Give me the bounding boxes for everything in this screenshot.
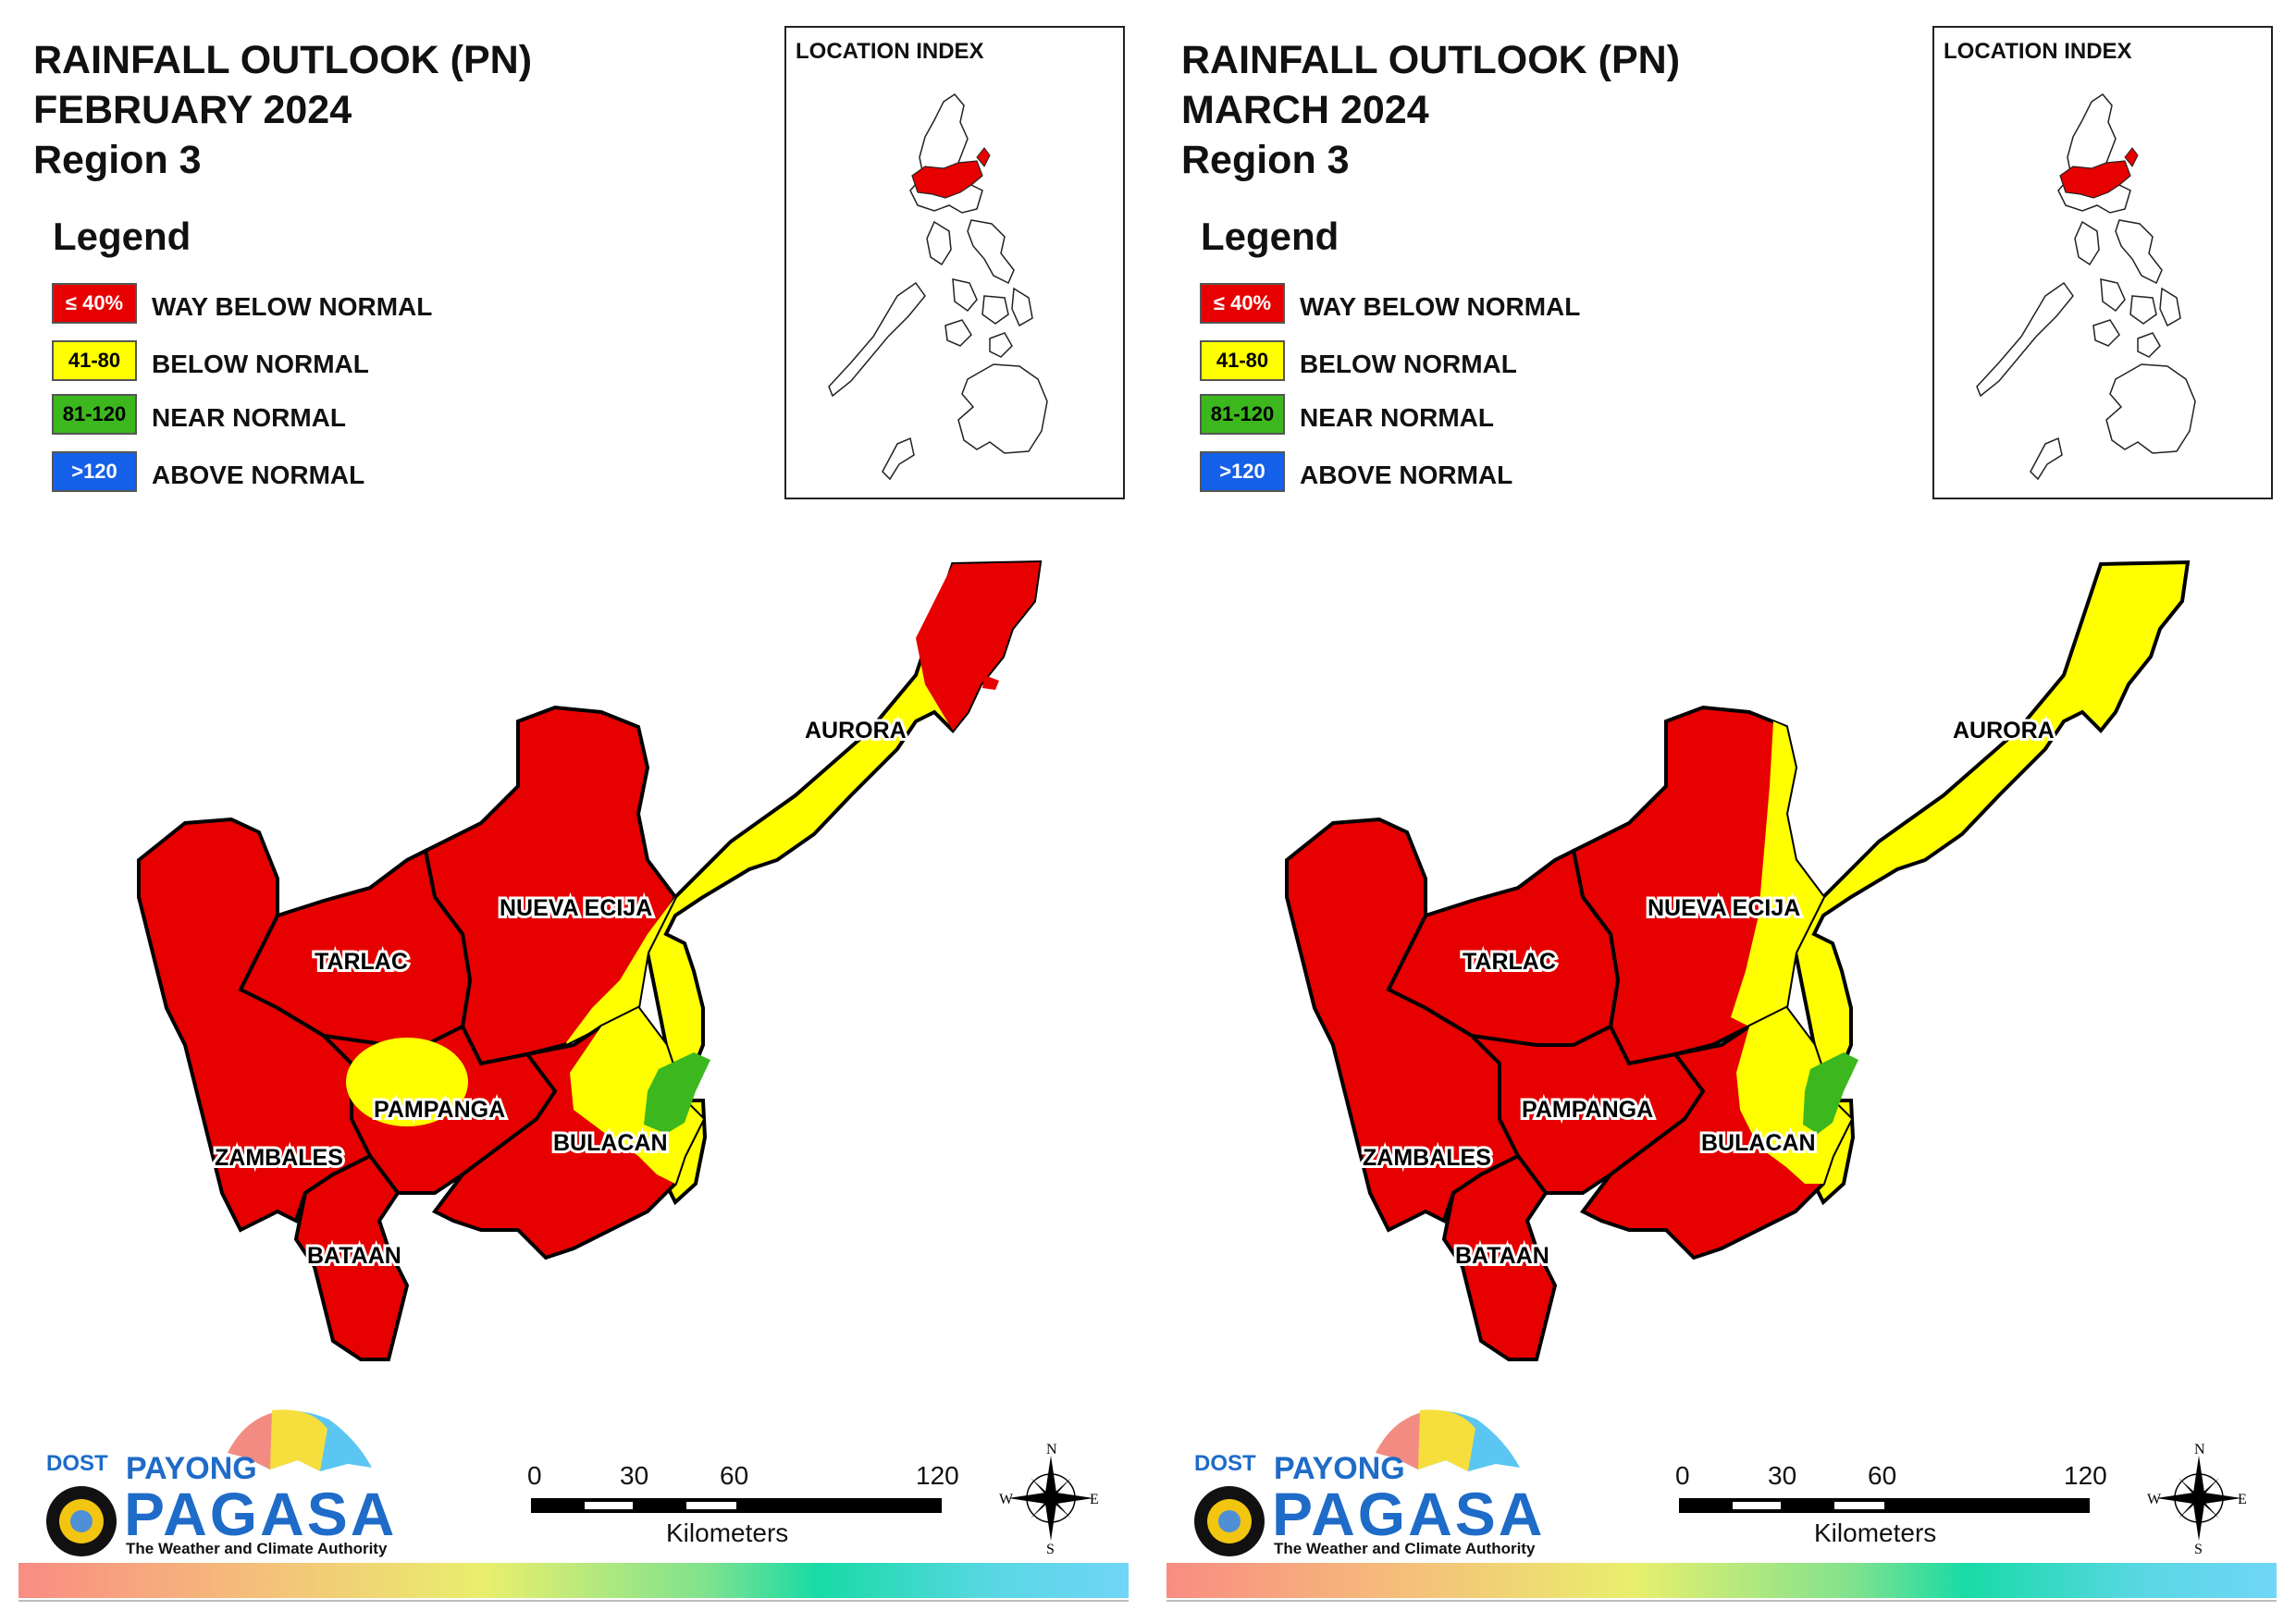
legend-label: BELOW NORMAL — [1300, 350, 1517, 378]
pampanga-below-normal-zone — [346, 1038, 468, 1126]
compass-rose-graphic: N S W E — [2147, 1443, 2247, 1554]
province-label-zambales: ZAMBALES — [1363, 1145, 1491, 1171]
scale-tick-label: 0 — [1675, 1461, 1690, 1490]
province-bataan-shape — [293, 1153, 410, 1361]
legend-title: Legend — [1201, 215, 1339, 258]
province-label-pampanga: PAMPANGA — [1522, 1097, 1653, 1123]
province-label-pampanga: PAMPANGA — [374, 1097, 505, 1123]
province-label-bataan: BATAAN — [1455, 1243, 1549, 1269]
pagasa-label: PAGASA — [124, 1480, 398, 1548]
payong-pagasa-logo: DOST PAYONG PAGASA The Weather and Clima… — [1181, 1392, 1542, 1563]
legend-title: Legend — [53, 215, 191, 258]
scale-tick-label: 30 — [1768, 1461, 1797, 1490]
title-region: Region 3 — [33, 138, 202, 182]
payong-label: PAYONG — [1274, 1451, 1405, 1486]
location-index-inset: LOCATION INDEX — [784, 26, 1125, 499]
pagasa-tagline: The Weather and Climate Authority — [1274, 1540, 1536, 1557]
scale-bar: 0 30 60 120 Kilometers — [1675, 1461, 2138, 1563]
scale-tick-label: 30 — [620, 1461, 649, 1490]
philippines-outline-map — [1976, 93, 2196, 481]
map-title: RAINFALL OUTLOOK (PN) FEBRUARY 2024 Regi… — [33, 35, 532, 185]
footer-divider — [19, 1600, 1129, 1602]
compass-west: W — [2147, 1492, 2162, 1507]
province-label-bulacan: BULACAN — [1701, 1130, 1816, 1156]
legend-label: WAY BELOW NORMAL — [1300, 292, 1581, 321]
legend-swatch: 41-80 — [52, 340, 137, 381]
legend-label: NEAR NORMAL — [1300, 403, 1494, 432]
bulacan-near-normal-zone — [644, 1052, 710, 1134]
legend-label: NEAR NORMAL — [152, 403, 346, 432]
province-label-nueva-ecija: NUEVA ECIJA — [1648, 895, 1800, 921]
province-label-tarlac: TARLAC — [315, 949, 408, 975]
location-index-inset: LOCATION INDEX — [1932, 26, 2273, 499]
scale-bar-graphic — [1679, 1498, 2090, 1513]
legend-swatch: 81-120 — [52, 394, 137, 435]
outlook-panel-february: RAINFALL OUTLOOK (PN) FEBRUARY 2024 Regi… — [19, 26, 1129, 1602]
compass-rose-icon: N S W E — [999, 1443, 1101, 1554]
scale-tick-label: 0 — [527, 1461, 542, 1490]
scale-bar: 0 30 60 120 Kilometers — [527, 1461, 990, 1563]
compass-east: E — [2238, 1492, 2247, 1507]
province-label-tarlac: TARLAC — [1463, 949, 1556, 975]
pagasa-label: PAGASA — [1272, 1480, 1546, 1548]
pagasa-tagline: The Weather and Climate Authority — [126, 1540, 388, 1557]
compass-south: S — [2194, 1542, 2203, 1554]
scale-unit-label: Kilometers — [666, 1518, 789, 1547]
scale-unit-label: Kilometers — [1814, 1518, 1937, 1547]
payong-pagasa-logo: DOST PAYONG PAGASA The Weather and Clima… — [33, 1392, 394, 1563]
inset-title: LOCATION INDEX — [1944, 39, 2132, 64]
compass-south: S — [1046, 1542, 1055, 1554]
legend-swatch: 81-120 — [1200, 394, 1285, 435]
dost-label: DOST — [46, 1451, 108, 1476]
philippines-outline-map — [828, 93, 1048, 481]
legend-swatch: ≤ 40% — [52, 283, 137, 324]
compass-east: E — [1090, 1492, 1099, 1507]
title-month: FEBRUARY 2024 — [33, 88, 352, 132]
scale-tick-label: 60 — [720, 1461, 749, 1490]
outlook-panel-march: RAINFALL OUTLOOK (PN) MARCH 2024 Region … — [1148, 0, 2296, 1623]
region3-rainfall-map: AURORA NUEVA ECIJA TARLAC PAMPANGA ZAMBA… — [1285, 559, 2191, 1361]
umbrella-icon — [1194, 1409, 1520, 1556]
title-region: Region 3 — [1181, 138, 1350, 182]
legend-swatch: >120 — [52, 451, 137, 492]
footer-divider — [1167, 1600, 2277, 1602]
legend-swatch: >120 — [1200, 451, 1285, 492]
legend-label: BELOW NORMAL — [152, 350, 369, 378]
bulacan-near-normal-zone — [1803, 1052, 1858, 1134]
legend-swatch: ≤ 40% — [1200, 283, 1285, 324]
province-label-bataan: BATAAN — [307, 1243, 401, 1269]
title-line-1: RAINFALL OUTLOOK (PN) — [1181, 38, 1681, 82]
title-month: MARCH 2024 — [1181, 88, 1429, 132]
scale-tick-label: 120 — [2064, 1461, 2107, 1490]
scale-tick-label: 60 — [1868, 1461, 1897, 1490]
province-label-aurora: AURORA — [1953, 718, 2055, 744]
dost-label: DOST — [1194, 1451, 1256, 1476]
scale-bar-graphic — [531, 1498, 942, 1513]
scale-tick-label: 120 — [916, 1461, 959, 1490]
legend-label: ABOVE NORMAL — [1300, 461, 1513, 489]
province-label-aurora: AURORA — [805, 718, 907, 744]
map-title: RAINFALL OUTLOOK (PN) MARCH 2024 Region … — [1181, 35, 1680, 185]
province-label-zambales: ZAMBALES — [215, 1145, 343, 1171]
province-label-nueva-ecija: NUEVA ECIJA — [500, 895, 652, 921]
compass-north: N — [1046, 1443, 1057, 1457]
province-aurora-shape — [1793, 559, 2191, 1206]
footer-gradient-bar — [1167, 1563, 2277, 1598]
compass-rose-graphic: N S W E — [999, 1443, 1099, 1554]
legend-swatch: 41-80 — [1200, 340, 1285, 381]
compass-north: N — [2194, 1443, 2205, 1457]
compass-rose-icon: N S W E — [2147, 1443, 2249, 1554]
footer-gradient-bar — [19, 1563, 1129, 1598]
province-bataan-shape — [1441, 1153, 1558, 1361]
title-line-1: RAINFALL OUTLOOK (PN) — [33, 38, 533, 82]
legend-label: WAY BELOW NORMAL — [152, 292, 433, 321]
payong-label: PAYONG — [126, 1451, 257, 1486]
inset-title: LOCATION INDEX — [796, 39, 984, 64]
province-label-bulacan: BULACAN — [553, 1130, 668, 1156]
compass-west: W — [999, 1492, 1014, 1507]
legend-label: ABOVE NORMAL — [152, 461, 365, 489]
region3-rainfall-map: AURORA NUEVA ECIJA TARLAC PAMPANGA ZAMBA… — [137, 559, 1043, 1361]
umbrella-icon — [46, 1409, 372, 1556]
